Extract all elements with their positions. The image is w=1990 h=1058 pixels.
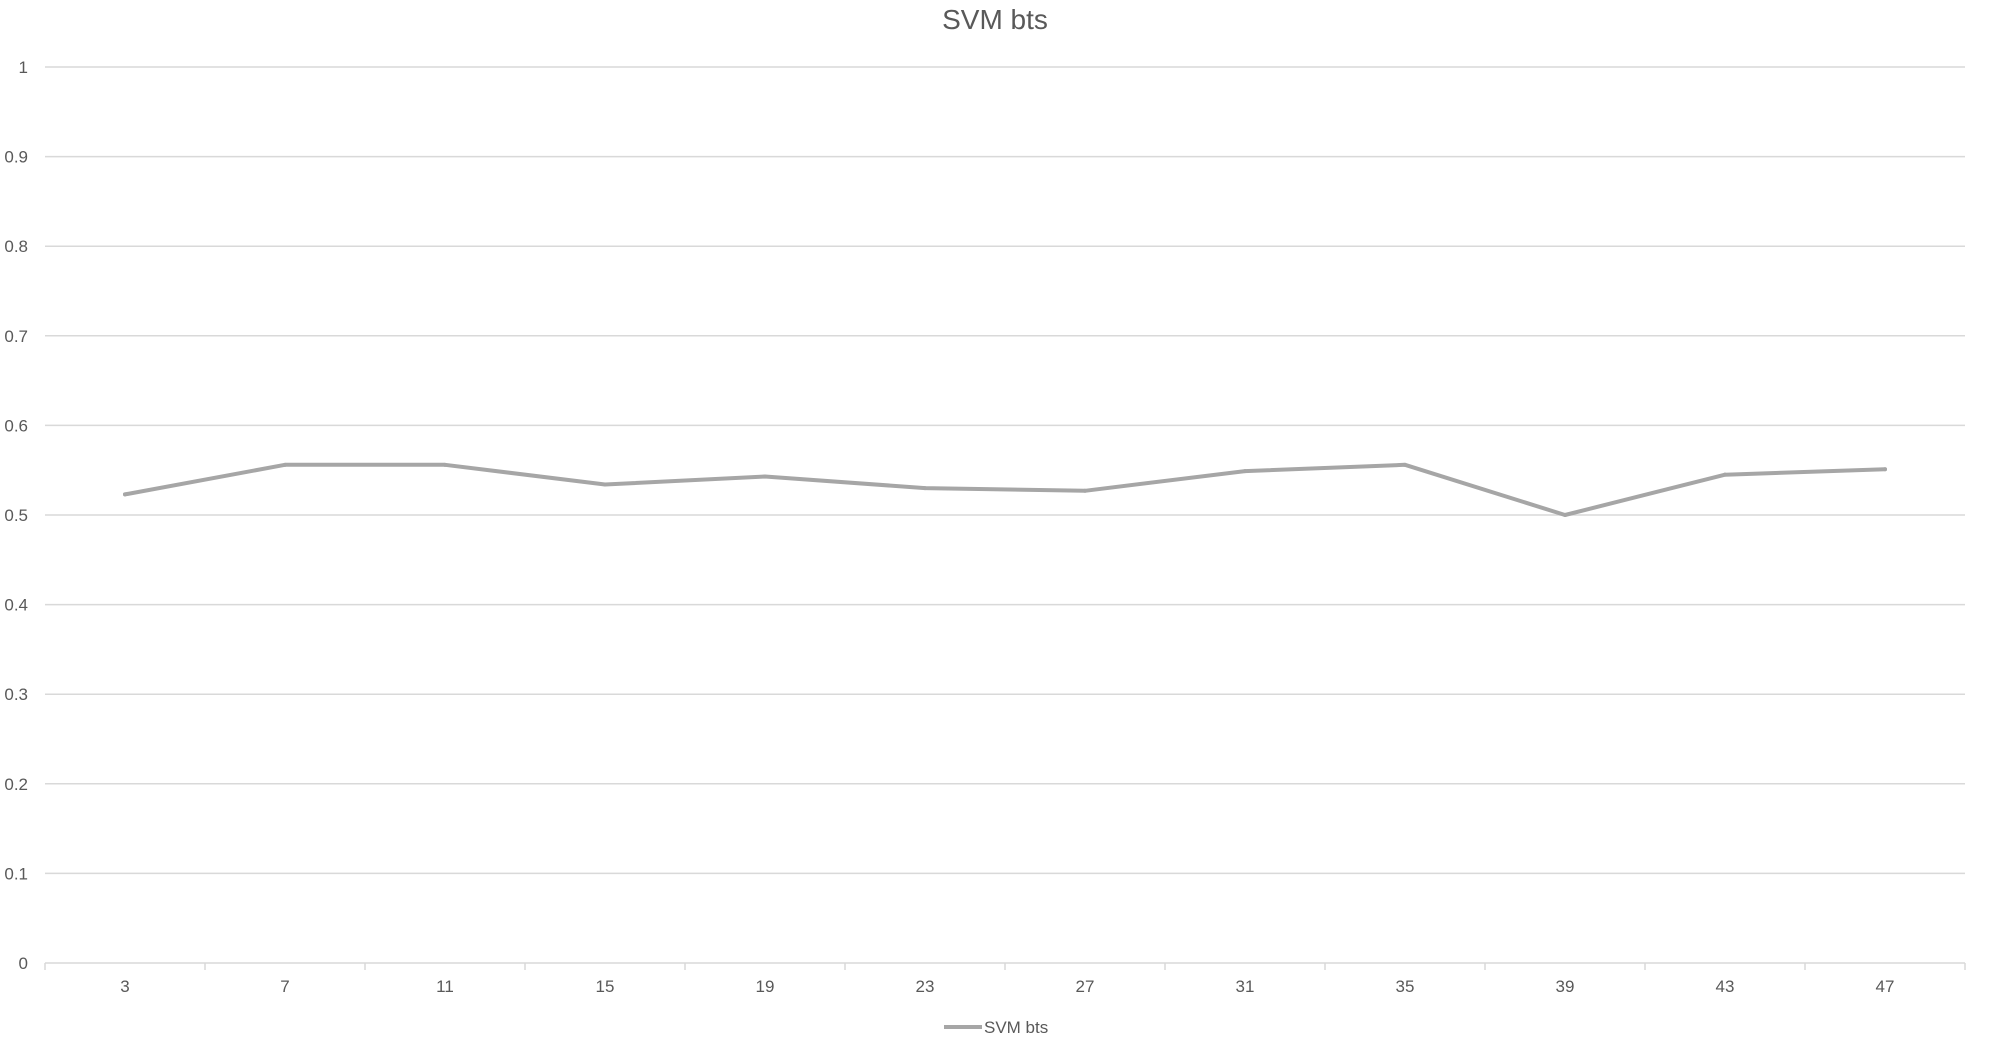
- chart-title: SVM bts: [942, 4, 1048, 35]
- x-tick-label: 7: [280, 977, 289, 996]
- data-point: [763, 474, 767, 479]
- x-tick-label: 3: [120, 977, 129, 996]
- y-tick-label: 0.1: [4, 864, 28, 883]
- y-tick-label: 0.5: [4, 506, 28, 525]
- data-point: [1883, 467, 1887, 472]
- data-point: [1563, 513, 1567, 517]
- y-tick-label: 0.3: [4, 685, 28, 704]
- data-point: [283, 462, 287, 467]
- y-tick-label: 0: [19, 954, 28, 973]
- legend: SVM bts: [944, 1018, 1048, 1037]
- x-tick-label: 15: [596, 977, 615, 996]
- y-tick-label: 0.8: [4, 237, 28, 256]
- data-point: [1083, 488, 1087, 493]
- legend-label: SVM bts: [984, 1018, 1048, 1037]
- data-point: [1403, 462, 1407, 467]
- data-point: [923, 486, 927, 491]
- x-tick-label: 47: [1876, 977, 1895, 996]
- y-tick-label: 0.9: [4, 148, 28, 167]
- x-tick-label: 31: [1236, 977, 1255, 996]
- series-line: [123, 462, 1887, 517]
- x-tick-label: 27: [1076, 977, 1095, 996]
- x-tick-label: 19: [756, 977, 775, 996]
- x-tick-label: 39: [1556, 977, 1575, 996]
- y-tick-label: 1: [19, 58, 28, 77]
- y-tick-label: 0.7: [4, 327, 28, 346]
- x-tick-label: 35: [1396, 977, 1415, 996]
- x-tick-label: 23: [916, 977, 935, 996]
- x-tick-label: 11: [436, 977, 454, 996]
- y-axis-tick-labels: 0 0.1 0.2 0.3 0.4 0.5 0.6 0.7 0.8 0.9 1: [4, 58, 28, 973]
- data-point: [123, 492, 127, 497]
- data-point: [603, 482, 607, 487]
- data-point: [1243, 469, 1247, 474]
- y-tick-label: 0.6: [4, 416, 28, 435]
- data-point: [443, 462, 447, 467]
- y-tick-label: 0.2: [4, 775, 28, 794]
- x-tick-label: 43: [1716, 977, 1735, 996]
- x-axis-tick-labels: 3 7 11 15 19 23 27 31 35 39 43 47: [120, 977, 1894, 996]
- series-lines: [123, 462, 1887, 517]
- y-tick-label: 0.4: [4, 596, 28, 615]
- data-point: [1723, 472, 1727, 477]
- gridlines: [44, 66, 1966, 970]
